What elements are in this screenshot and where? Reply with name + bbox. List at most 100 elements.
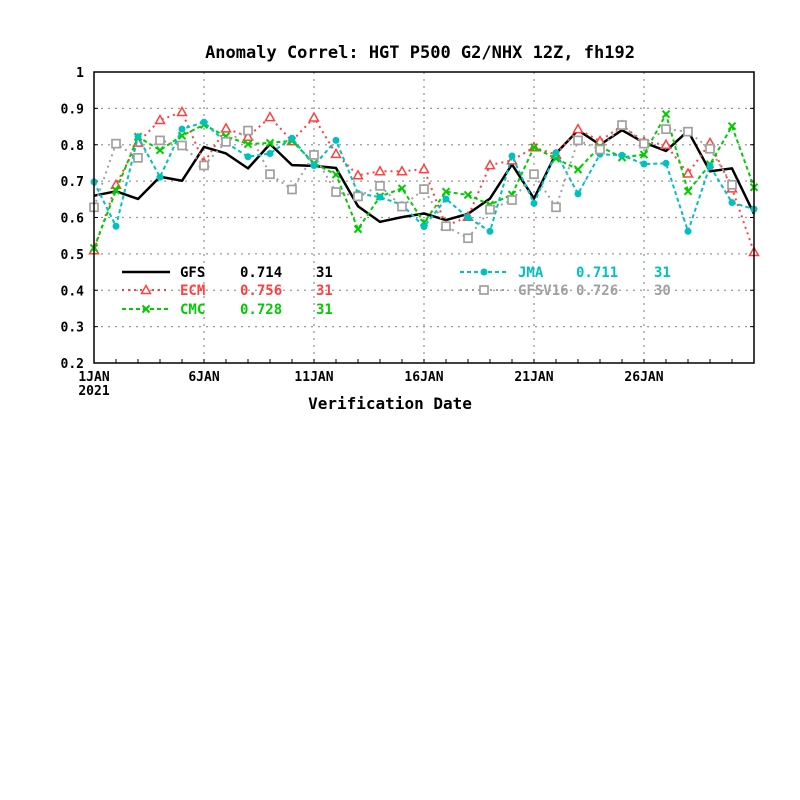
- data-point-gfsv16: [463, 233, 473, 244]
- x-tick-label: 21JAN: [514, 370, 553, 385]
- data-point-jma: [728, 199, 736, 207]
- data-point-jma: [508, 152, 516, 160]
- legend-marker-gfsv16: [479, 285, 489, 295]
- data-point-jma: [464, 214, 472, 221]
- marker-stroke: [661, 109, 671, 119]
- legend-entry-jma: JMA 0.711 31: [460, 265, 671, 281]
- data-point-jma: [684, 227, 692, 235]
- legend-label-cmc: CMC: [180, 302, 205, 318]
- data-point-ecm: [242, 130, 254, 141]
- marker-stroke: [573, 165, 583, 174]
- series-gfsv16: [89, 120, 737, 244]
- marker-stroke: [155, 145, 165, 155]
- data-point-cmc: [397, 184, 407, 193]
- data-point-jma: [266, 149, 274, 157]
- data-point-jma: [178, 125, 186, 133]
- legend-entry-ecm: ECM 0.756 31: [122, 283, 333, 299]
- data-point-gfsv16: [595, 144, 605, 155]
- data-point-gfsv16: [441, 221, 451, 232]
- y-axis-ticks: 0.2 0.3 0.4 0.5 0.6 0.7 0.8 0.9 1: [61, 66, 754, 372]
- data-point-gfsv16: [507, 195, 517, 205]
- y-tick-label: 0.4: [61, 284, 85, 299]
- chart-title: Anomaly Correl: HGT P500 G2/NHX 12Z, fh1…: [205, 43, 635, 63]
- data-point-jma: [310, 161, 318, 169]
- data-point-gfsv16: [265, 169, 275, 180]
- y-tick-label: 0.8: [61, 139, 85, 154]
- data-point-ecm: [660, 138, 672, 149]
- data-point-ecm: [572, 123, 584, 134]
- data-point-gfsv16: [375, 181, 385, 191]
- data-point-jma: [530, 199, 538, 207]
- y-tick-label: 1: [76, 66, 84, 81]
- data-point-gfsv16: [221, 136, 231, 147]
- data-point-gfsv16: [529, 169, 539, 180]
- marker-stroke: [463, 190, 473, 200]
- data-point-jma: [640, 160, 648, 168]
- data-point-ecm: [176, 105, 188, 117]
- data-point-ecm: [154, 113, 166, 125]
- data-point-jma: [618, 151, 626, 159]
- data-point-cmc: [111, 186, 121, 195]
- y-tick-label: 0.9: [61, 102, 84, 117]
- data-point-gfsv16: [661, 124, 671, 134]
- data-point-ecm: [374, 165, 386, 176]
- x-tick-label: 1JAN: [78, 370, 109, 385]
- legend-mean-cmc: 0.728: [240, 302, 282, 318]
- marker-stroke: [111, 186, 121, 195]
- data-point-gfsv16: [309, 150, 319, 160]
- legend-entry-gfsv16: GFSV16 0.726 30: [460, 283, 671, 299]
- data-point-gfsv16: [397, 201, 407, 212]
- data-point-gfsv16: [551, 202, 561, 213]
- data-point-cmc: [331, 170, 341, 179]
- x-axis-label: Verification Date: [308, 394, 472, 413]
- marker-stroke: [331, 170, 341, 179]
- data-point-gfsv16: [639, 138, 649, 149]
- x-tick-label: 16JAN: [404, 370, 443, 385]
- legend-entry-gfs: GFS 0.714 31: [122, 265, 333, 281]
- data-point-gfsv16: [243, 125, 253, 136]
- data-point-cmc: [661, 109, 671, 119]
- marker-stroke: [551, 154, 561, 163]
- data-point-cmc: [265, 138, 275, 148]
- legend-count-gfs: 31: [316, 265, 333, 281]
- x-tick-sublabel: 2021: [78, 384, 109, 399]
- data-point-ecm: [396, 165, 408, 176]
- data-point-cmc: [441, 187, 451, 196]
- data-point-ecm: [264, 111, 276, 122]
- data-point-gfsv16: [287, 184, 297, 195]
- data-point-cmc: [529, 143, 539, 152]
- data-point-ecm: [484, 159, 496, 170]
- legend-count-gfsv16: 30: [654, 283, 671, 299]
- marker-stroke: [353, 224, 363, 234]
- data-point-cmc: [155, 145, 165, 155]
- marker-stroke: [727, 121, 737, 131]
- data-point-ecm: [352, 169, 364, 180]
- data-point-gfsv16: [705, 143, 715, 154]
- data-point-gfsv16: [133, 152, 143, 163]
- plot-frame: [93, 71, 755, 364]
- y-tick-label: 0.2: [61, 357, 84, 372]
- data-point-gfsv16: [155, 135, 165, 146]
- data-point-ecm: [682, 167, 694, 178]
- data-point-cmc: [573, 165, 583, 174]
- legend-count-jma: 31: [654, 265, 671, 281]
- legend-marker-ecm: [140, 283, 152, 295]
- series-line-jma: [93, 121, 755, 233]
- legend-label-ecm: ECM: [180, 283, 205, 299]
- data-point-gfsv16: [727, 179, 737, 190]
- data-point-jma: [442, 195, 450, 203]
- legend-count-ecm: 31: [316, 283, 333, 299]
- data-point-jma: [156, 173, 164, 181]
- legend-count-cmc: 31: [316, 302, 333, 318]
- data-point-ecm: [220, 122, 232, 133]
- marker-stroke: [683, 187, 693, 196]
- data-point-gfsv16: [177, 140, 187, 151]
- x-tick-label: 6JAN: [188, 370, 219, 385]
- x-tick-label: 11JAN: [294, 370, 333, 385]
- data-point-gfsv16: [353, 191, 363, 202]
- legend-marker-jma: [480, 268, 488, 276]
- legend-label-gfsv16: GFSV16: [518, 283, 569, 299]
- legend-marker-cmc: [141, 304, 151, 314]
- data-point-ecm: [330, 147, 342, 159]
